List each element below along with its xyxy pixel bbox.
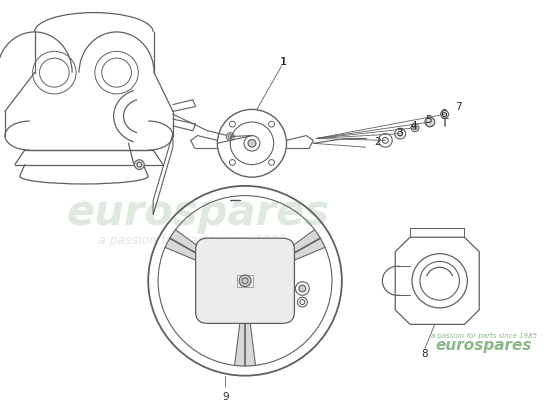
Text: 6: 6 <box>441 109 447 119</box>
Circle shape <box>226 133 234 140</box>
Text: 2: 2 <box>374 137 381 147</box>
Circle shape <box>441 110 449 118</box>
Bar <box>237 275 253 287</box>
Text: 1: 1 <box>280 57 287 67</box>
Text: a passion for parts since 1985: a passion for parts since 1985 <box>98 234 287 247</box>
Circle shape <box>239 275 251 287</box>
Text: eurospares: eurospares <box>436 338 532 353</box>
Text: 7: 7 <box>455 102 462 112</box>
Circle shape <box>248 140 256 147</box>
Polygon shape <box>235 310 255 365</box>
Text: 9: 9 <box>222 392 229 400</box>
Polygon shape <box>269 230 325 269</box>
Polygon shape <box>165 230 221 269</box>
Text: 4: 4 <box>411 121 417 131</box>
Text: 5: 5 <box>426 115 432 125</box>
Circle shape <box>425 117 435 127</box>
Text: eurospares: eurospares <box>66 192 329 234</box>
Circle shape <box>299 285 306 292</box>
Text: 1: 1 <box>280 57 287 67</box>
Text: 3: 3 <box>396 128 403 138</box>
Text: 8: 8 <box>421 349 428 359</box>
Circle shape <box>134 160 144 170</box>
FancyBboxPatch shape <box>196 238 294 323</box>
Text: a passion for parts since 1985: a passion for parts since 1985 <box>431 333 537 339</box>
